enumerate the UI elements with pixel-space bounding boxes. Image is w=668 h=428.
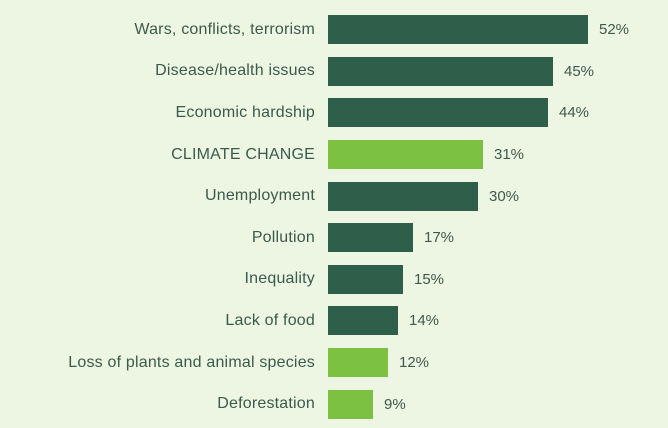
value-label: 12%	[399, 354, 430, 372]
category-label: Inequality	[244, 270, 315, 288]
chart-row: CLIMATE CHANGE 31%	[0, 134, 668, 176]
value-label: 9%	[384, 395, 406, 413]
bar	[328, 98, 548, 128]
value-label: 14%	[409, 312, 440, 330]
chart-row: Unemployment 30%	[0, 175, 668, 217]
category-label: Disease/health issues	[155, 62, 315, 80]
category-label: Pollution	[251, 228, 315, 246]
value-label: 30%	[489, 187, 520, 205]
value-label: 17%	[424, 229, 455, 247]
bar	[328, 140, 483, 170]
value-label: 15%	[414, 270, 445, 288]
chart-row: Loss of plants and animal species 12%	[0, 342, 668, 384]
category-label: Deforestation	[217, 395, 315, 413]
category-label: Economic hardship	[175, 103, 315, 121]
chart-row: Deforestation 9%	[0, 383, 668, 425]
chart-row: Inequality 15%	[0, 259, 668, 301]
category-label: Lack of food	[225, 311, 315, 329]
category-label: Unemployment	[204, 187, 315, 205]
value-label: 31%	[494, 146, 525, 164]
bar	[328, 223, 413, 253]
bar	[328, 306, 398, 336]
bar	[328, 389, 373, 419]
value-label: 44%	[559, 104, 590, 122]
value-label: 45%	[564, 62, 595, 80]
category-label: Loss of plants and animal species	[68, 353, 315, 371]
chart-row: Lack of food 14%	[0, 300, 668, 342]
bar	[328, 56, 553, 86]
bar	[328, 181, 478, 211]
bar	[328, 264, 403, 294]
category-label: Wars, conflicts, terrorism	[134, 20, 315, 38]
chart-row: Wars, conflicts, terrorism 52%	[0, 9, 668, 51]
bar	[328, 15, 588, 45]
chart-row: Economic hardship 44%	[0, 92, 668, 134]
chart-row: Pollution 17%	[0, 217, 668, 259]
bar	[328, 348, 388, 378]
value-label: 52%	[599, 21, 630, 39]
chart-row: Disease/health issues 45%	[0, 51, 668, 93]
category-label: CLIMATE CHANGE	[171, 145, 315, 163]
